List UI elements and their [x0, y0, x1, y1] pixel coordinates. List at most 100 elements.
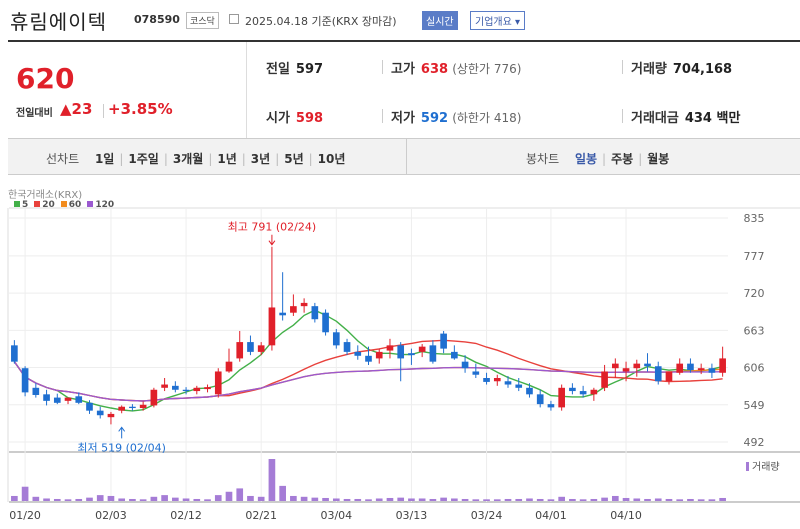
- volume-bar: [332, 498, 340, 501]
- line_tabs-tab-1[interactable]: 1주일: [128, 152, 159, 166]
- company-info-dropdown[interactable]: 기업개요 ▾: [470, 11, 525, 30]
- x-tick-label: 02/12: [170, 509, 202, 522]
- volume-bar: [11, 495, 18, 501]
- candle-body: [418, 346, 426, 352]
- candle-body: [268, 307, 276, 346]
- volume-bar: [247, 495, 254, 501]
- line_tabs-tab-3[interactable]: 1년: [217, 152, 237, 166]
- candle-body: [397, 345, 405, 359]
- min-annotation: 최저 519 (02/04): [77, 441, 166, 454]
- candle-body: [504, 381, 512, 385]
- candle-body: [654, 366, 662, 382]
- prev-close: 전일 597: [266, 62, 324, 77]
- current-price: 620: [16, 62, 75, 95]
- header-divider: [8, 40, 800, 42]
- candle-body: [193, 387, 201, 392]
- volume-bar: [322, 497, 329, 501]
- candle-body: [64, 397, 72, 401]
- volume-bar: [225, 491, 233, 501]
- candle-body: [622, 368, 630, 372]
- volume-bar: [579, 499, 587, 501]
- volume-bar: [354, 498, 362, 501]
- ma-legend-120: 120: [87, 200, 114, 210]
- volume-bar: [300, 496, 308, 501]
- volume-bar: [21, 486, 29, 501]
- volume-bar: [397, 497, 405, 501]
- line_tabs-tab-2[interactable]: 3개월: [172, 152, 204, 166]
- candle-body: [386, 345, 394, 351]
- price-summary: 620 전일대비 ▲23 +3.85%: [8, 42, 247, 138]
- volume-bar: [193, 498, 201, 501]
- volume-bar: [665, 498, 673, 501]
- candle-body: [354, 351, 362, 356]
- candle_tabs-tab-0[interactable]: 일봉: [574, 152, 598, 166]
- volume-bar: [64, 499, 72, 501]
- line_tabs-tab-4[interactable]: 3년: [250, 152, 271, 166]
- candle-body: [515, 384, 523, 388]
- volume-bar: [86, 497, 93, 501]
- volume-bar: [515, 498, 523, 501]
- candle-body: [225, 361, 233, 372]
- candle-body: [247, 342, 254, 352]
- candle_tabs-tab-1[interactable]: 주봉: [611, 152, 634, 166]
- calendar-icon: [229, 14, 239, 24]
- candle-body: [483, 378, 490, 382]
- volume-bar: [32, 496, 40, 501]
- volume-bar: [279, 485, 286, 501]
- y-tick-label: 549: [744, 399, 765, 412]
- line_tabs-tab-5[interactable]: 5년: [284, 152, 304, 166]
- candle-body: [579, 391, 587, 395]
- candle-body: [214, 371, 222, 395]
- candle-body: [461, 361, 469, 369]
- y-tick-label: 835: [744, 212, 765, 225]
- chart-tabs: 선차트 1일 | 1주일 | 3개월 | 1년 | 3년 | 5년 | 10년 봉차트 일봉 | 주봉 | 월봉: [8, 139, 800, 175]
- candle-body: [204, 387, 211, 390]
- volume-bar: [493, 499, 501, 501]
- ma-legend-20: 20: [34, 200, 55, 210]
- candle-chart-tabs: 봉차트 일봉 | 주봉 | 월봉: [526, 152, 670, 166]
- candle-body: [86, 402, 93, 411]
- candle-body: [290, 306, 297, 313]
- candle-body: [279, 312, 286, 316]
- candle-body: [322, 312, 329, 333]
- candle-body: [300, 302, 308, 307]
- x-tick-label: 03/24: [471, 509, 503, 522]
- stock-header: 휴림에이텍 078590 코스닥 2025.04.18 기준(KRX 장마감) …: [0, 0, 800, 40]
- candle-body: [172, 385, 179, 390]
- market-badge: 코스닥: [186, 12, 219, 29]
- candle-body: [547, 404, 555, 408]
- min-arrow-icon: [118, 426, 126, 439]
- day-high: 고가 638 (상한가 776): [391, 62, 522, 77]
- y-tick-label: 720: [744, 287, 765, 300]
- y-tick-label: 492: [744, 436, 765, 449]
- candle-body: [440, 333, 447, 349]
- volume-bar: [182, 498, 190, 501]
- volume-bar: [311, 497, 319, 501]
- line_tabs-tab-6[interactable]: 10년: [317, 152, 346, 166]
- volume-bar: [365, 499, 372, 501]
- x-tick-label: 02/03: [95, 509, 127, 522]
- candle-body: [611, 363, 619, 369]
- ma-legend-5: 5: [14, 200, 28, 210]
- realtime-button[interactable]: 실시간: [422, 11, 458, 30]
- volume-bar: [504, 498, 512, 501]
- volume-bar: [687, 498, 694, 501]
- volume-bar: [590, 498, 598, 501]
- volume-bar: [236, 488, 244, 501]
- volume-bar: [43, 498, 50, 501]
- candle-body: [11, 345, 18, 362]
- stock-code: 078590: [134, 13, 180, 26]
- line_tabs-tab-0[interactable]: 1일: [94, 152, 115, 166]
- stats-divider: [8, 138, 800, 139]
- volume-bar: [558, 496, 565, 501]
- candle-body: [601, 371, 608, 388]
- volume-bar: [290, 495, 297, 501]
- candle-body: [365, 355, 372, 362]
- volume-bar: [53, 498, 61, 501]
- x-tick-label: 01/20: [9, 509, 41, 522]
- y-tick-label: 777: [744, 250, 765, 263]
- candle_tabs-tab-2[interactable]: 월봉: [647, 152, 670, 166]
- volume-bar: [214, 495, 222, 501]
- ma-legend: 5 20 60 120: [14, 200, 120, 210]
